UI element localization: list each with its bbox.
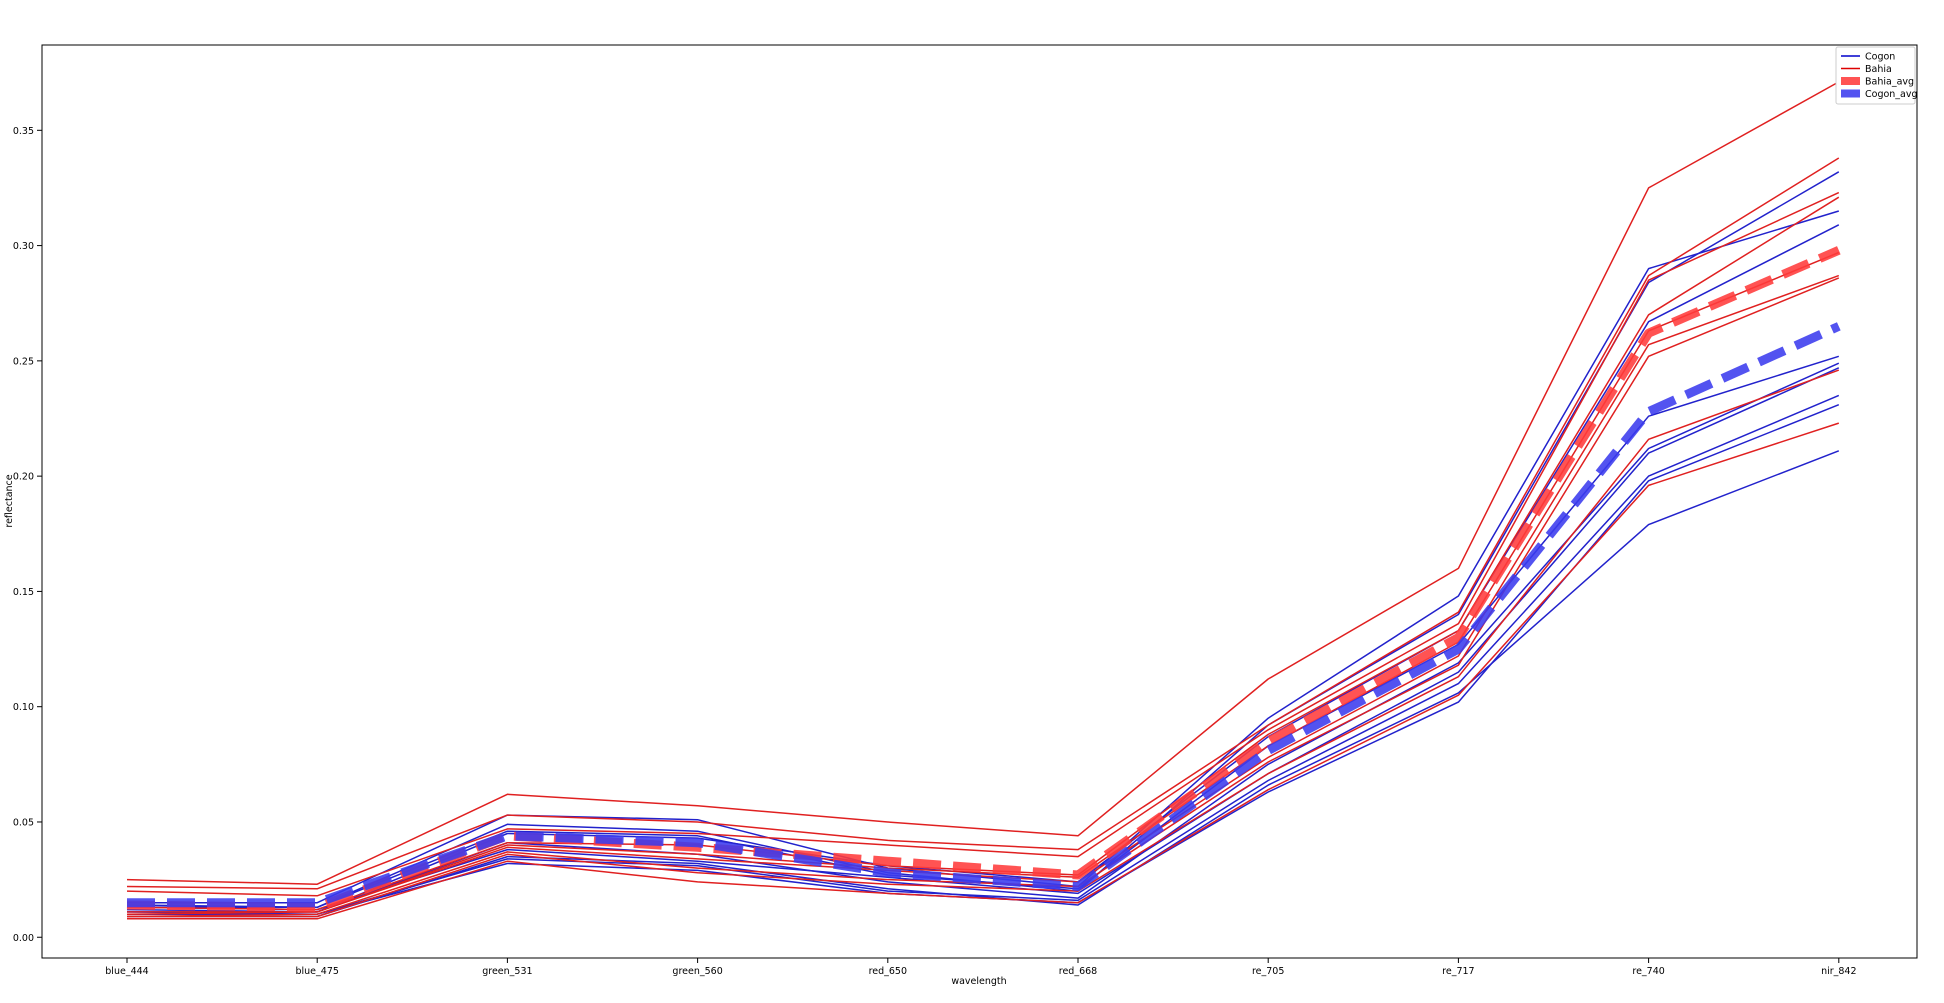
x-tick-label: blue_444	[105, 966, 148, 977]
legend-label: Bahia	[1865, 64, 1892, 75]
cogon-series-line-8	[127, 450, 1840, 918]
y-tick-label: 0.30	[13, 241, 34, 252]
bahia-series-line-17	[127, 422, 1840, 920]
x-tick-label: red_668	[1059, 966, 1097, 977]
x-tick-label: red_650	[869, 966, 907, 977]
y-tick-label: 0.25	[13, 356, 34, 367]
cogon-series-line-0	[127, 210, 1840, 904]
y-axis-label: reflectance	[4, 474, 15, 527]
cogon-series-line-4	[127, 362, 1840, 913]
bahia-series-line-16	[127, 369, 1840, 918]
x-tick-label: re_740	[1632, 966, 1664, 977]
y-tick-label: 0.20	[13, 472, 34, 483]
y-tick-label: 0.05	[13, 817, 34, 828]
y-axis: 0.00 0.05 0.10 0.15 0.20 0.25 0.30 0.35	[13, 126, 42, 944]
plot-frame	[41, 44, 1918, 959]
legend-label: Bahia_avg	[1865, 77, 1914, 88]
x-tick-label: nir_842	[1821, 966, 1856, 977]
bahia-series-line-9	[126, 81, 1840, 885]
legend-label: Cogon_avg	[1865, 89, 1918, 100]
legend-swatch-cogon-avg	[1841, 89, 1860, 98]
y-tick-label: 0.10	[13, 702, 34, 713]
x-axis-label: wavelength	[951, 976, 1006, 987]
bahia-series-line-14	[126, 274, 1840, 915]
x-axis: blue_444 blue_475 green_531 green_560 red_65…	[105, 958, 1857, 977]
x-tick-label: re_705	[1252, 966, 1284, 977]
bahia-series-line-10	[126, 157, 1840, 890]
bahia-series-line-15	[126, 277, 1840, 918]
legend-swatch-bahia-avg	[1841, 77, 1860, 85]
x-tick-label: green_531	[482, 966, 532, 977]
y-tick-label: 0.15	[13, 587, 34, 598]
bahia-series-line-11	[126, 191, 1840, 897]
x-tick-label: re_717	[1442, 966, 1474, 977]
x-tick-label: blue_475	[295, 966, 338, 977]
y-tick-label: 0.00	[13, 933, 34, 944]
series-layer	[126, 81, 1841, 920]
bahia-series-line-13	[127, 251, 1840, 913]
x-tick-label: green_560	[672, 966, 722, 977]
y-tick-label: 0.35	[13, 126, 34, 137]
legend-label: Cogon	[1865, 52, 1895, 63]
cogon-avg-line	[127, 322, 1841, 908]
